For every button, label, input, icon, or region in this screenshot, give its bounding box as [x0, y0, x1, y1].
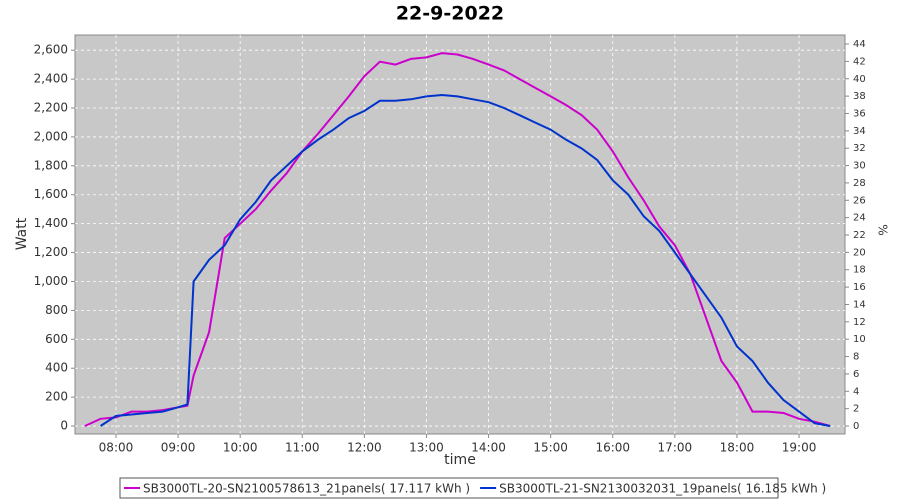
y2-tick-label: 8	[853, 352, 859, 363]
y-tick-label: 1,800	[34, 158, 68, 172]
y2-tick-label: 20	[853, 247, 866, 258]
x-tick-label: 18:00	[720, 441, 755, 455]
legend-label: SB3000TL-20-SN2100578613_21panels( 17.11…	[143, 482, 470, 496]
x-tick-label: 08:00	[99, 441, 134, 455]
y2-tick-label: 6	[853, 369, 859, 380]
y-tick-label: 1,400	[34, 216, 68, 230]
y2-tick-label: 2	[853, 404, 859, 415]
series-line	[84, 52, 831, 427]
y2-tick-label: 4	[853, 386, 859, 397]
y2-tick-label: 40	[853, 74, 866, 85]
plot-area	[74, 34, 846, 435]
y2-tick-label: 32	[853, 143, 866, 154]
x-tick-label: 15:00	[533, 441, 568, 455]
legend-label: SB3000TL-21-SN2130032031_19panels( 16.18…	[499, 482, 826, 496]
y2-tick-label: 26	[853, 195, 866, 206]
y2-tick-label: 36	[853, 108, 866, 119]
y2-axis-label: %	[876, 224, 890, 235]
x-tick-label: 09:00	[161, 441, 196, 455]
x-tick-label: 13:00	[409, 441, 444, 455]
y2-tick-label: 12	[853, 317, 866, 328]
y2-tick-label: 10	[853, 334, 866, 345]
y-tick-label: 400	[45, 361, 68, 375]
y2-tick-label: 34	[853, 126, 866, 137]
y-axis-label: Watt	[14, 217, 30, 250]
y2-tick-label: 28	[853, 178, 866, 189]
x-tick-label: 16:00	[595, 441, 630, 455]
y-tick-label: 0	[60, 419, 68, 433]
series-line	[99, 93, 831, 427]
y2-tick-label: 38	[853, 91, 866, 102]
chart-title: 22-9-2022	[396, 3, 504, 25]
y2-tick-label: 16	[853, 282, 866, 293]
y-tick-label: 2,600	[34, 43, 68, 57]
y2-tick-label: 22	[853, 230, 866, 241]
y-tick-label: 1,200	[34, 245, 68, 259]
y2-tick-label: 0	[853, 421, 859, 432]
y-tick-label: 1,000	[34, 274, 68, 288]
x-tick-label: 10:00	[223, 441, 258, 455]
x-tick-label: 11:00	[285, 441, 320, 455]
x-axis-label: time	[444, 452, 476, 468]
y-tick-label: 2,000	[34, 129, 68, 143]
x-tick-label: 12:00	[347, 441, 382, 455]
y-tick-label: 1,600	[34, 187, 68, 201]
y-tick-label: 800	[45, 303, 68, 317]
y2-tick-label: 44	[853, 39, 866, 50]
y2-tick-label: 18	[853, 265, 866, 276]
y2-tick-label: 42	[853, 56, 866, 67]
y2-tick-label: 24	[853, 213, 866, 224]
legend	[119, 477, 779, 499]
y-tick-label: 600	[45, 332, 68, 346]
x-tick-label: 17:00	[658, 441, 693, 455]
y2-tick-label: 14	[853, 299, 866, 310]
x-tick-label: 14:00	[471, 441, 506, 455]
y-tick-label: 200	[45, 390, 68, 404]
x-tick-label: 19:00	[782, 441, 817, 455]
y2-tick-label: 30	[853, 161, 866, 172]
y-tick-label: 2,400	[34, 72, 68, 86]
y-tick-label: 2,200	[34, 101, 68, 115]
